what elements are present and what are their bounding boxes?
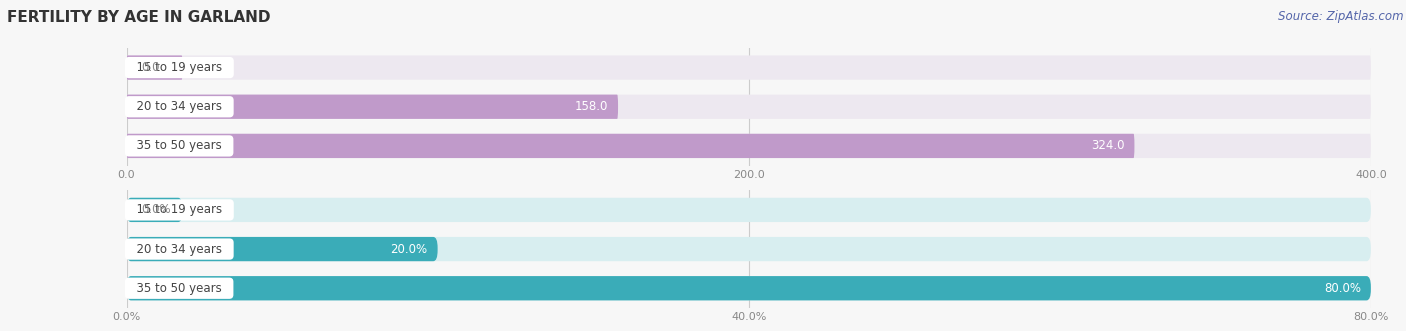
- FancyBboxPatch shape: [127, 276, 1371, 301]
- FancyBboxPatch shape: [127, 95, 619, 119]
- FancyBboxPatch shape: [127, 237, 437, 261]
- Text: 20 to 34 years: 20 to 34 years: [129, 243, 229, 256]
- Text: 15 to 19 years: 15 to 19 years: [129, 204, 229, 216]
- FancyBboxPatch shape: [127, 276, 1371, 301]
- FancyBboxPatch shape: [127, 237, 1371, 261]
- Text: 80.0%: 80.0%: [1324, 282, 1361, 295]
- FancyBboxPatch shape: [127, 134, 1371, 158]
- Text: 15 to 19 years: 15 to 19 years: [129, 61, 229, 74]
- FancyBboxPatch shape: [127, 198, 183, 222]
- Text: Source: ZipAtlas.com: Source: ZipAtlas.com: [1278, 10, 1403, 23]
- FancyBboxPatch shape: [127, 55, 183, 80]
- Text: 158.0: 158.0: [575, 100, 607, 113]
- Text: 20 to 34 years: 20 to 34 years: [129, 100, 229, 113]
- Text: 35 to 50 years: 35 to 50 years: [129, 282, 229, 295]
- Text: 0.0%: 0.0%: [142, 204, 172, 216]
- Text: 35 to 50 years: 35 to 50 years: [129, 139, 229, 152]
- Text: 20.0%: 20.0%: [391, 243, 427, 256]
- Text: 324.0: 324.0: [1091, 139, 1125, 152]
- Text: FERTILITY BY AGE IN GARLAND: FERTILITY BY AGE IN GARLAND: [7, 10, 270, 25]
- FancyBboxPatch shape: [127, 55, 1371, 80]
- FancyBboxPatch shape: [127, 134, 1135, 158]
- Text: 0.0: 0.0: [142, 61, 160, 74]
- FancyBboxPatch shape: [127, 95, 1371, 119]
- FancyBboxPatch shape: [127, 198, 1371, 222]
